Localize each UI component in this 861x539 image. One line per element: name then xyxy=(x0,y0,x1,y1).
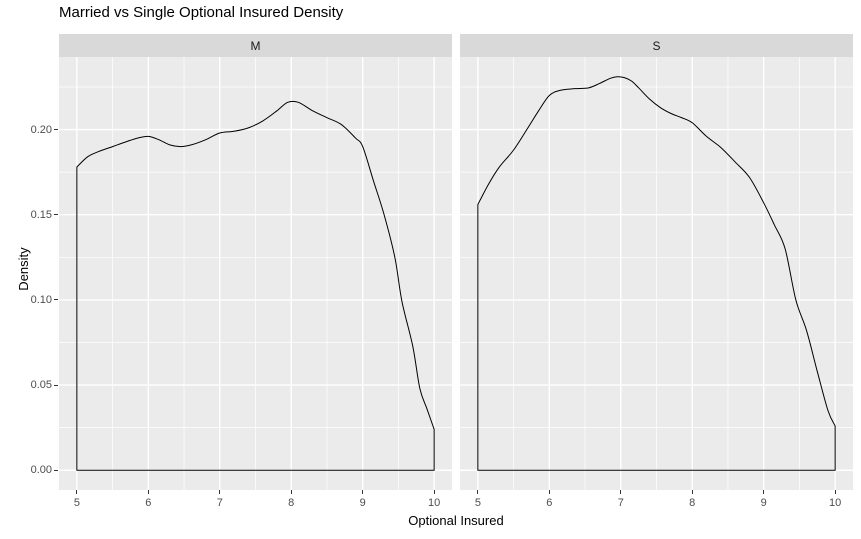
x-tick-mark xyxy=(620,490,622,494)
x-tick-mark xyxy=(763,490,765,494)
facet-strip-m-label: M xyxy=(250,38,261,53)
facet-strip-s: S xyxy=(460,34,853,57)
y-tick-label: 0.10 xyxy=(30,293,52,306)
x-tick-mark xyxy=(219,490,221,494)
x-tick-label: 5 xyxy=(474,497,481,509)
y-tick-label: 0.00 xyxy=(30,464,52,477)
y-tick-mark xyxy=(54,469,58,471)
x-tick-mark xyxy=(548,490,550,494)
x-tick-label: 5 xyxy=(73,497,80,509)
facet-panel-m xyxy=(59,57,452,490)
x-tick-mark xyxy=(834,490,836,494)
y-tick-label: 0.05 xyxy=(30,379,52,392)
density-curve-m xyxy=(76,100,435,471)
x-tick-mark xyxy=(147,490,149,494)
x-tick-mark xyxy=(691,490,693,494)
x-tick-label: 7 xyxy=(216,497,223,509)
plot-title: Married vs Single Optional Insured Densi… xyxy=(59,4,344,21)
x-tick-label: 8 xyxy=(689,497,696,509)
y-tick-mark xyxy=(54,129,58,131)
x-tick-label: 10 xyxy=(427,497,441,509)
x-tick-label: 9 xyxy=(359,497,366,509)
facet-strip-m: M xyxy=(59,34,452,57)
x-tick-label: 6 xyxy=(546,497,553,509)
x-axis-title: Optional Insured xyxy=(408,513,504,528)
facet-strip-s-label: S xyxy=(652,38,661,53)
x-tick-mark xyxy=(433,490,435,494)
x-tick-mark xyxy=(477,490,479,494)
x-tick-label: 8 xyxy=(288,497,295,509)
y-tick-mark xyxy=(54,299,58,301)
x-tick-label: 6 xyxy=(145,497,152,509)
y-tick-label: 0.15 xyxy=(30,208,52,221)
y-tick-mark xyxy=(54,384,58,386)
density-curve-s xyxy=(477,76,836,471)
x-tick-label: 7 xyxy=(617,497,624,509)
y-tick-label: 0.20 xyxy=(30,123,52,136)
x-tick-mark xyxy=(362,490,364,494)
x-tick-mark xyxy=(76,490,78,494)
x-tick-mark xyxy=(290,490,292,494)
y-axis-title: Density xyxy=(16,247,31,291)
x-tick-label: 10 xyxy=(828,497,842,509)
facet-panel-s xyxy=(460,57,853,490)
y-tick-mark xyxy=(54,214,58,216)
x-tick-label: 9 xyxy=(760,497,767,509)
